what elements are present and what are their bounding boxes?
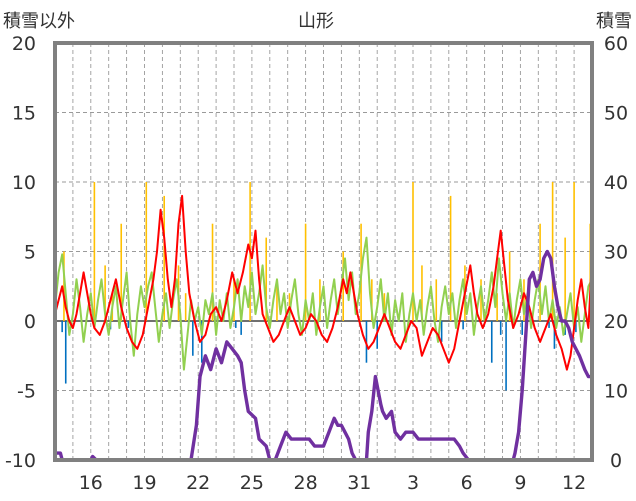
right-axis-label: 積雪 xyxy=(596,11,632,32)
chart-marks xyxy=(53,182,594,462)
right-axis-tick-label: 60 xyxy=(604,33,628,55)
left-axis-tick-label: 5 xyxy=(24,242,36,264)
left-axis-tick-label: 20 xyxy=(12,33,36,55)
x-axis-ticks: 16 19 22 25 28 31 3 6 9 12 xyxy=(79,472,586,494)
x-axis-tick-label: 19 xyxy=(132,472,156,494)
x-axis-tick-label: 9 xyxy=(514,472,526,494)
left-axis-tick-label: -10 xyxy=(5,450,36,472)
x-axis-tick-label: 3 xyxy=(407,472,419,494)
right-axis-tick-label: 10 xyxy=(604,381,628,403)
right-axis-tick-label: 0 xyxy=(610,450,622,472)
x-axis-tick-label: 28 xyxy=(294,472,318,494)
right-axis-tick-label: 50 xyxy=(604,103,628,125)
x-axis-tick-label: 16 xyxy=(79,472,103,494)
left-axis-label: 積雪以外 xyxy=(3,11,75,32)
right-axis-tick-label: 20 xyxy=(604,311,628,333)
right-axis-ticks: 0 10 20 30 40 50 60 xyxy=(604,33,628,472)
x-axis-tick-label: 31 xyxy=(347,472,371,494)
series-red-line xyxy=(54,194,593,371)
x-axis-tick-label: 25 xyxy=(240,472,264,494)
right-axis-tick-label: 40 xyxy=(604,172,628,194)
x-axis-tick-label: 12 xyxy=(562,472,586,494)
left-axis-tick-label: 10 xyxy=(12,172,36,194)
plot-frame xyxy=(53,41,594,462)
left-axis-tick-label: -5 xyxy=(17,381,36,403)
x-axis-tick-label: 6 xyxy=(461,472,473,494)
left-axis-tick-label: 15 xyxy=(12,103,36,125)
right-axis-tick-label: 30 xyxy=(604,242,628,264)
left-axis-ticks: -10 -5 0 5 10 15 20 xyxy=(5,33,36,472)
series-green-line xyxy=(54,236,593,371)
x-axis-tick-label: 22 xyxy=(186,472,210,494)
chart-title: 山形 xyxy=(298,11,334,32)
chart-grid xyxy=(55,43,592,460)
left-axis-tick-label: 0 xyxy=(24,311,36,333)
